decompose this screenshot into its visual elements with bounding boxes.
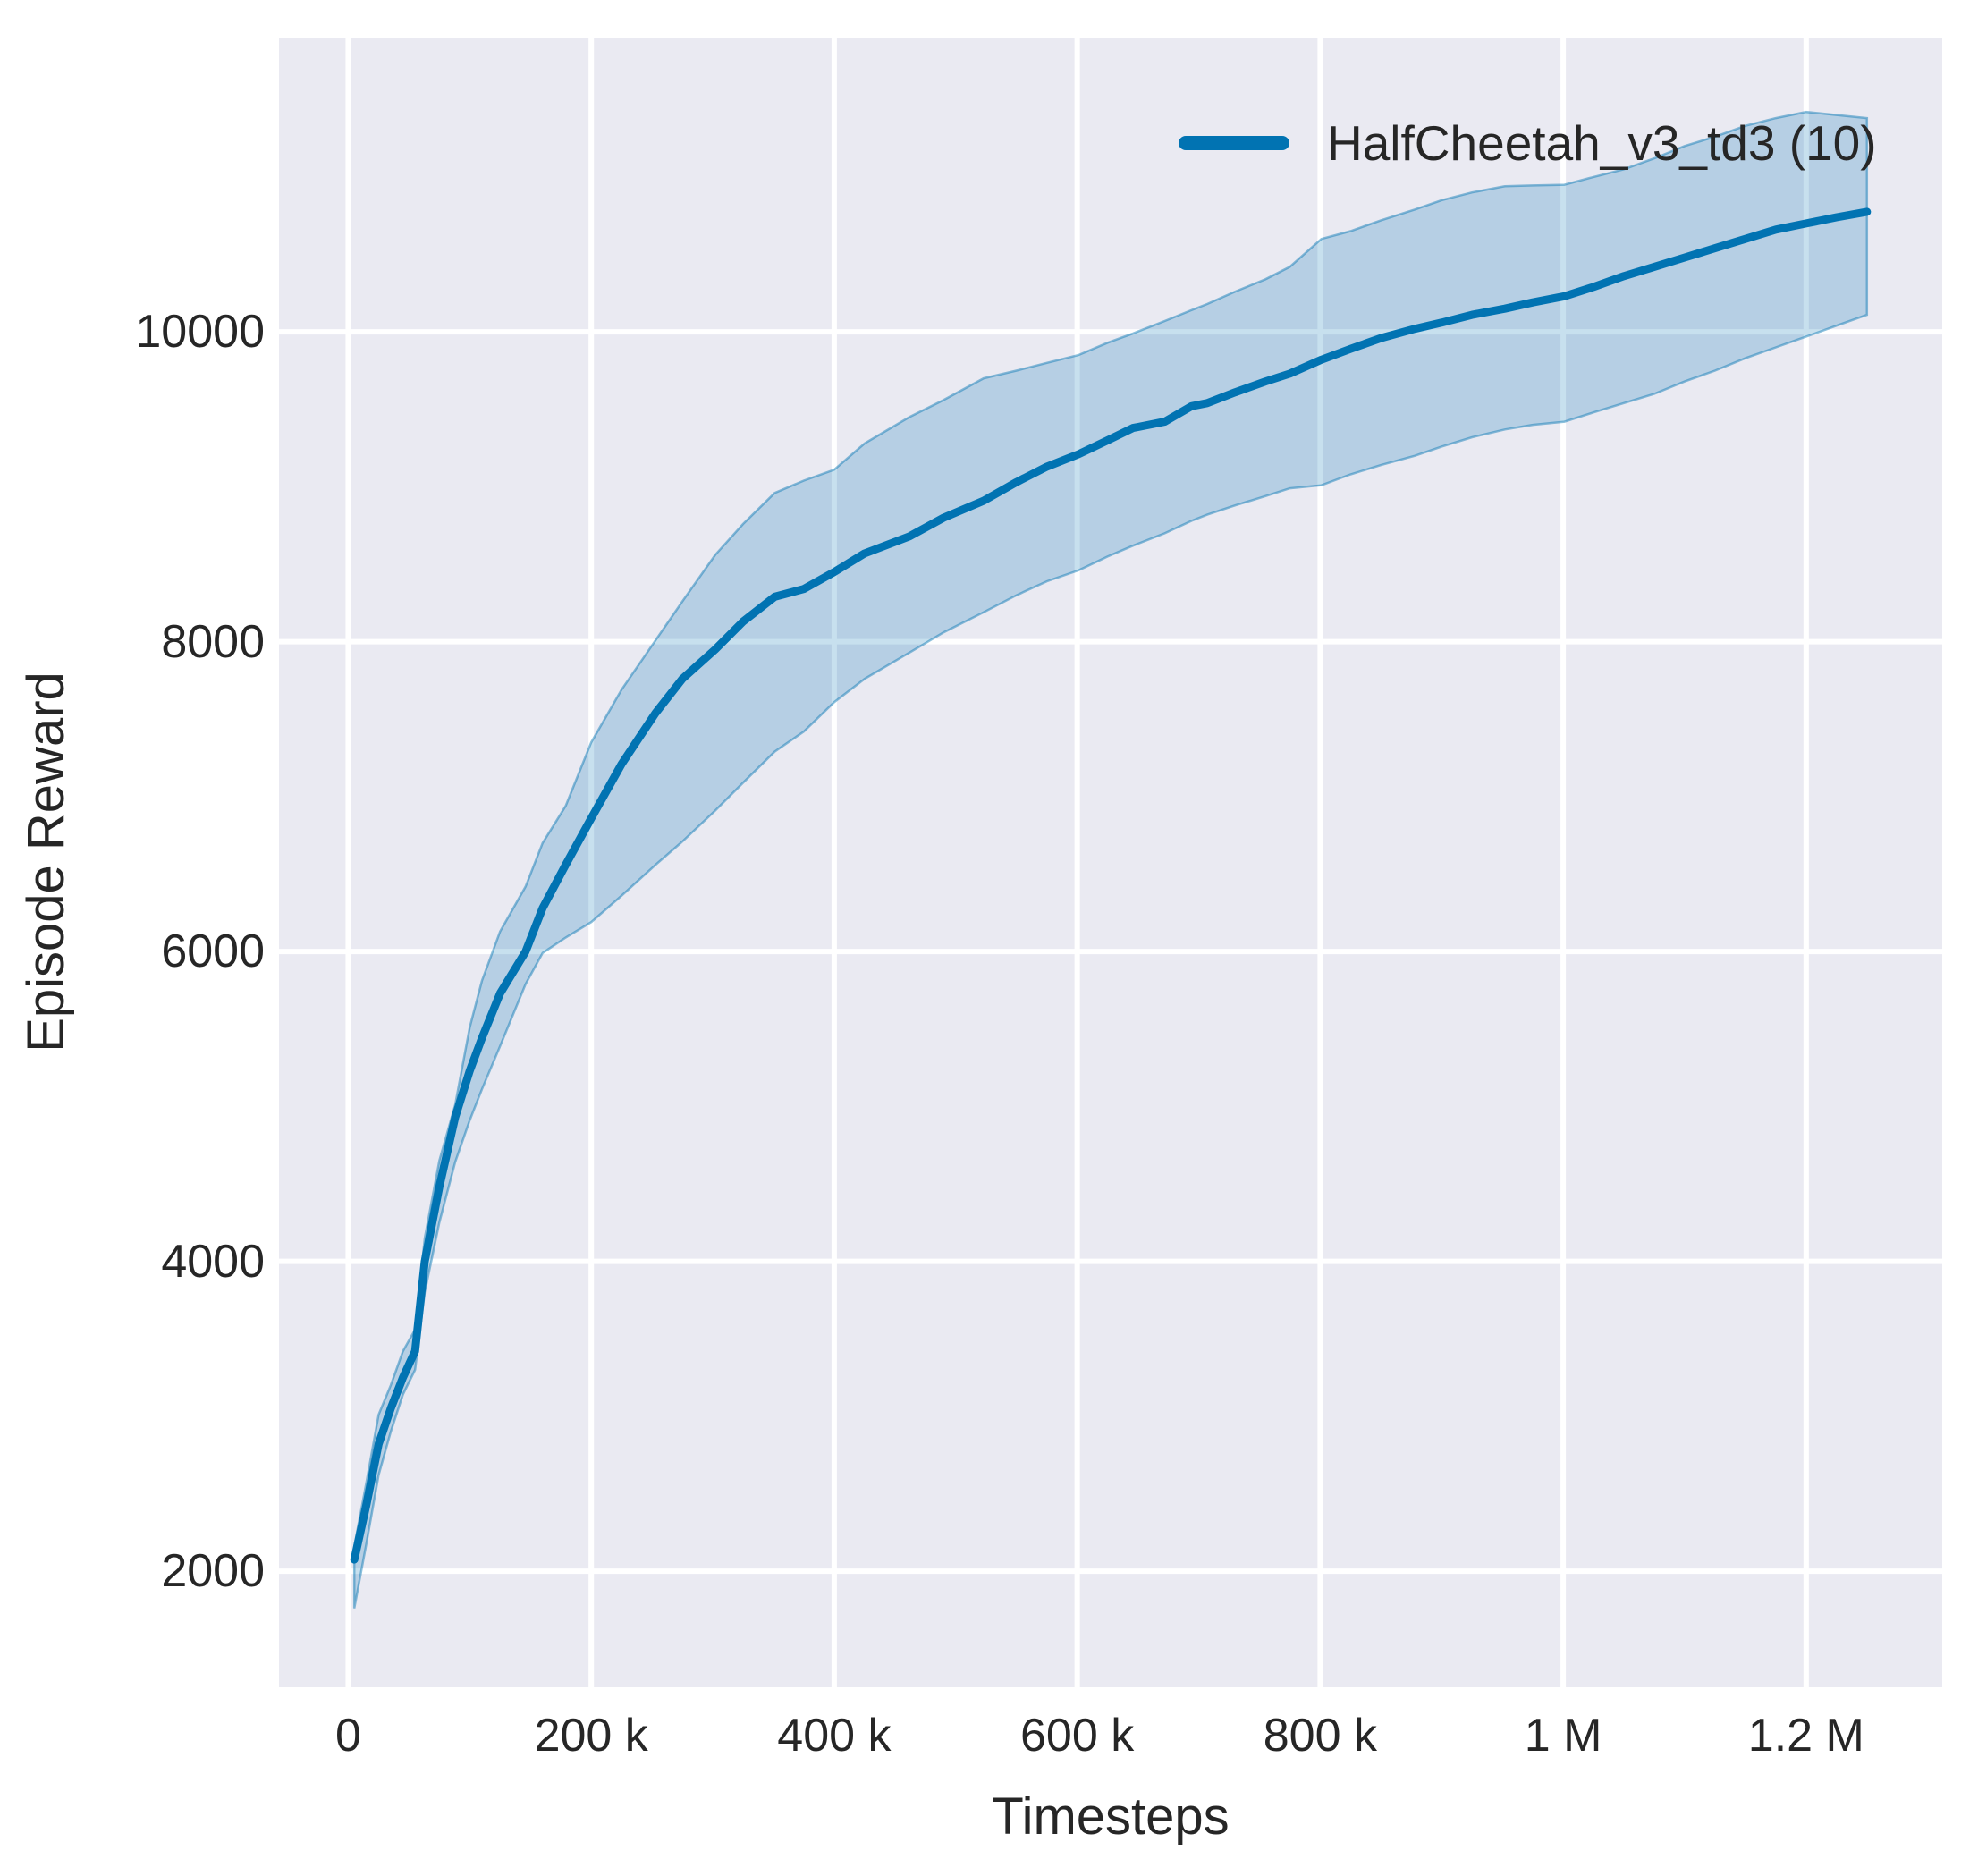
mean-line bbox=[350, 207, 1872, 1564]
legend: HalfCheetah_v3_td3 (10) bbox=[1179, 92, 1877, 194]
y-tick-label: 10000 bbox=[135, 306, 265, 359]
y-axis-label: Episode Reward bbox=[17, 672, 75, 1052]
x-tick-label: 200 k bbox=[534, 1710, 648, 1762]
y-tick-label: 6000 bbox=[161, 925, 265, 978]
x-tick-label: 400 k bbox=[777, 1710, 892, 1762]
legend-label: HalfCheetah_v3_td3 (10) bbox=[1327, 114, 1877, 171]
plot-background bbox=[279, 38, 1942, 1687]
x-axis-label: Timesteps bbox=[992, 1787, 1230, 1846]
y-tick-label: 4000 bbox=[161, 1235, 265, 1288]
x-tick-label: 800 k bbox=[1263, 1710, 1377, 1762]
y-tick-label: 2000 bbox=[161, 1545, 265, 1598]
x-tick-label: 600 k bbox=[1020, 1710, 1135, 1762]
y-tick-label: 8000 bbox=[161, 615, 265, 668]
confidence-band bbox=[352, 110, 1869, 1609]
x-tick-label: 1.2 M bbox=[1747, 1710, 1864, 1762]
legend-line-sample bbox=[1179, 136, 1289, 150]
x-tick-label: 1 M bbox=[1524, 1710, 1602, 1762]
x-tick-label: 0 bbox=[334, 1710, 361, 1762]
